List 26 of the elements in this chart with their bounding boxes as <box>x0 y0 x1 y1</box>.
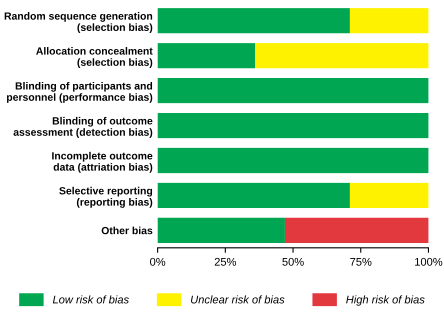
y-tick-label: Random sequence generation (selection bias) <box>4 12 152 34</box>
x-tick-label: 75% <box>350 258 372 266</box>
x-tick-label: 100% <box>415 258 442 266</box>
bar <box>350 8 428 34</box>
legend-label: High risk of bias <box>346 295 425 306</box>
y-tick-label: Blinding of participants and personnel (performance bias) <box>7 82 152 103</box>
y-tick-label: Selective reporting (reporting bias) <box>59 186 152 208</box>
bar <box>158 112 428 138</box>
x-tick-label: 50% <box>282 258 304 266</box>
bar <box>158 218 285 243</box>
y-tick-label: Incomplete outcome data (attriation bias) <box>52 152 152 173</box>
bar <box>158 182 350 208</box>
bar <box>284 218 428 243</box>
bar <box>350 182 428 208</box>
legend-label: Low risk of bias <box>52 295 129 304</box>
bar <box>158 148 428 174</box>
bar <box>158 43 256 68</box>
legend-label: Unclear risk of bias <box>191 295 284 304</box>
bar <box>255 43 428 68</box>
y-tick-label: Blinding of outcome assessment (detection bias) <box>14 116 152 138</box>
bar <box>158 8 350 34</box>
x-tick-label: 0% <box>150 258 166 266</box>
x-tick-label: 25% <box>214 258 236 266</box>
bar <box>158 78 428 104</box>
y-tick-label: Other bias <box>102 226 152 234</box>
y-tick-label: Allocation concealment (selection bias) <box>36 47 153 68</box>
